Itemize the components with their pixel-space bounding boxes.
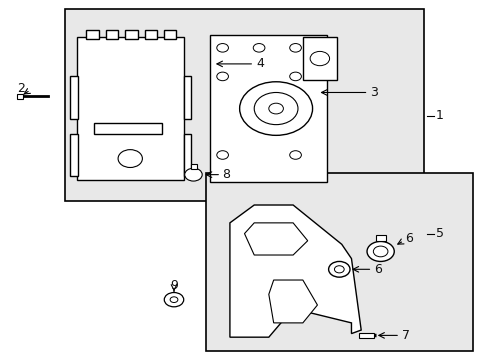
Bar xyxy=(358,333,373,338)
Text: 6: 6 xyxy=(405,233,412,246)
Bar xyxy=(70,76,78,119)
Text: 8: 8 xyxy=(222,168,230,181)
Bar xyxy=(77,37,183,180)
Text: 7: 7 xyxy=(401,329,409,342)
Circle shape xyxy=(289,44,301,52)
Circle shape xyxy=(328,261,349,277)
Bar xyxy=(191,164,197,168)
Circle shape xyxy=(253,44,264,52)
Bar xyxy=(302,37,336,80)
Circle shape xyxy=(289,151,301,159)
Bar xyxy=(70,134,78,176)
FancyBboxPatch shape xyxy=(205,173,472,351)
FancyBboxPatch shape xyxy=(64,9,424,202)
Circle shape xyxy=(170,297,178,302)
Bar xyxy=(106,30,118,39)
Circle shape xyxy=(372,246,387,257)
Circle shape xyxy=(309,51,329,66)
Circle shape xyxy=(268,103,283,114)
Text: 4: 4 xyxy=(256,57,264,71)
Bar xyxy=(183,76,191,119)
Text: 9: 9 xyxy=(170,279,178,292)
Bar xyxy=(125,30,137,39)
Bar xyxy=(94,123,162,134)
Bar xyxy=(86,30,99,39)
Circle shape xyxy=(118,150,142,167)
Bar xyxy=(144,30,157,39)
Circle shape xyxy=(289,72,301,81)
Polygon shape xyxy=(244,223,307,255)
Circle shape xyxy=(216,44,228,52)
Bar xyxy=(17,94,23,99)
Bar xyxy=(210,35,326,182)
Bar xyxy=(375,235,385,241)
Circle shape xyxy=(366,242,393,261)
Polygon shape xyxy=(268,280,317,323)
Circle shape xyxy=(239,82,312,135)
Circle shape xyxy=(184,168,202,181)
Text: 2: 2 xyxy=(17,82,25,95)
Bar xyxy=(183,134,191,176)
Circle shape xyxy=(164,293,183,307)
Circle shape xyxy=(216,72,228,81)
Text: 3: 3 xyxy=(369,86,377,99)
Circle shape xyxy=(254,93,297,125)
Polygon shape xyxy=(229,205,361,337)
Bar xyxy=(164,30,176,39)
Text: 5: 5 xyxy=(435,227,443,240)
Circle shape xyxy=(334,266,344,273)
Text: 1: 1 xyxy=(435,109,443,122)
Circle shape xyxy=(216,151,228,159)
Text: 6: 6 xyxy=(373,263,381,276)
